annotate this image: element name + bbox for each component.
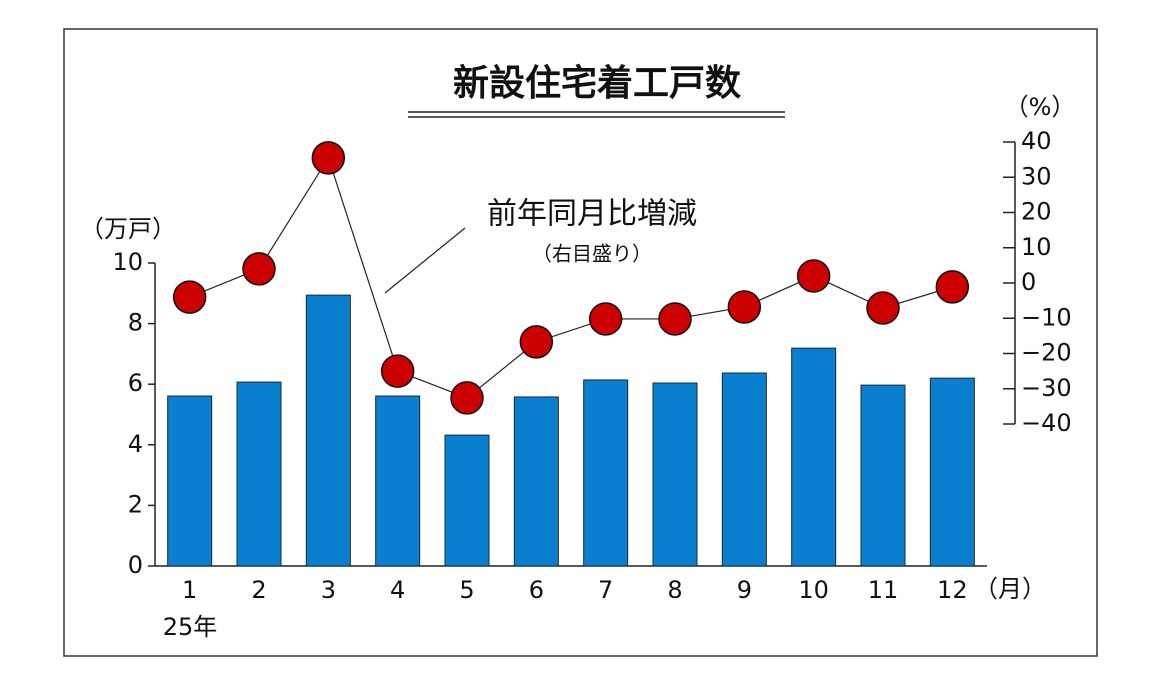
x-tick-label: 12 [937, 576, 968, 604]
x-tick-label: 11 [868, 576, 899, 604]
bar [236, 381, 282, 567]
x-tick-label: 5 [459, 576, 474, 604]
point [172, 280, 207, 314]
bar [583, 379, 629, 567]
point [380, 354, 415, 388]
y2-tick-label: 0 [1021, 268, 1036, 296]
y2-tick-label: 30 [1021, 162, 1052, 190]
point [796, 259, 831, 293]
x-tick-label: 9 [737, 576, 752, 604]
x-sublabel: 25年 [163, 613, 218, 641]
y2-tick-label: −10 [1021, 303, 1072, 331]
point [450, 381, 484, 415]
point [311, 141, 346, 175]
y-tick-label: 0 [128, 551, 143, 579]
bar [513, 396, 559, 567]
point [658, 302, 692, 336]
y-tick-label: 2 [128, 490, 143, 518]
point [935, 270, 970, 304]
series-annotation: 前年同月比増減 [487, 197, 697, 232]
x-tick-label: 7 [598, 576, 613, 604]
point [866, 291, 900, 325]
x-tick-label: 8 [667, 576, 682, 604]
point [242, 252, 276, 286]
y2-tick-label: 40 [1021, 127, 1052, 155]
x-tick-label: 10 [798, 576, 829, 604]
y-tick-label: 10 [112, 248, 143, 276]
x-axis-unit: （月） [974, 575, 1046, 603]
point [588, 302, 623, 336]
series-note: （右目盛り） [532, 242, 652, 266]
y2-tick-label: 20 [1021, 198, 1052, 226]
y2-tick-label: −20 [1021, 339, 1072, 367]
bar [652, 382, 698, 567]
x-tick-label: 6 [529, 576, 544, 604]
bar [167, 395, 213, 567]
x-tick-label: 4 [390, 576, 405, 604]
bar [929, 377, 975, 567]
bar [375, 395, 421, 567]
y2-axis-unit: （%） [1005, 93, 1076, 121]
y-tick-label: 6 [128, 369, 143, 397]
y-axis-unit: （万戸） [80, 215, 176, 243]
bar [721, 372, 767, 567]
y-tick-label: 8 [128, 309, 143, 337]
annotation-leader [384, 227, 466, 294]
x-tick-label: 1 [182, 576, 197, 604]
y2-tick-label: −30 [1021, 374, 1072, 402]
bar [860, 384, 906, 567]
y2-tick-label: −40 [1021, 409, 1072, 437]
y2-tick-label: 10 [1021, 233, 1052, 261]
frame [63, 28, 1098, 657]
x-tick-label: 2 [251, 576, 266, 604]
bar [305, 294, 351, 567]
point [727, 290, 762, 324]
y-tick-label: 4 [128, 430, 143, 458]
bar [444, 434, 490, 567]
point [519, 325, 554, 359]
bar [791, 347, 837, 567]
x-tick-label: 3 [321, 576, 336, 604]
chart-title: 新設住宅着工戸数 [453, 62, 741, 104]
